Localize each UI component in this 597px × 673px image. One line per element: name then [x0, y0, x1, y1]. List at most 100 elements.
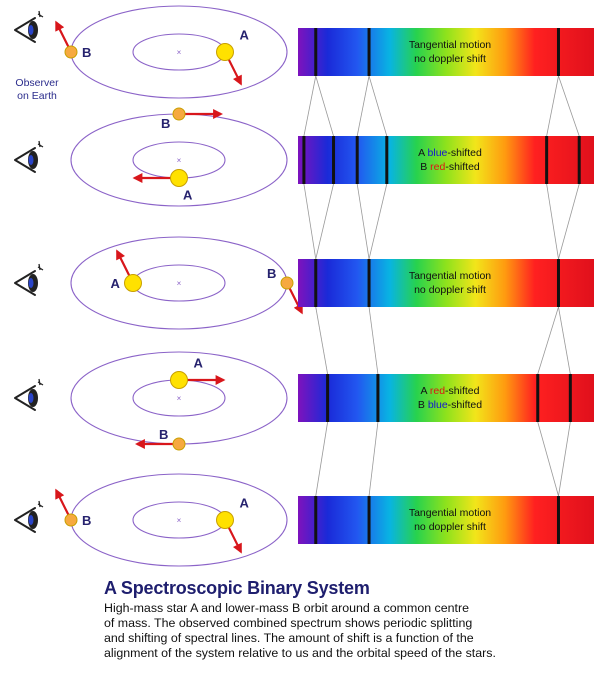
eye-outline [14, 270, 36, 296]
star-b-label: B [267, 266, 276, 281]
star-a [124, 274, 142, 292]
spectrum-label-line: Tangential motion [409, 507, 491, 519]
spectrum-label-segment: no doppler shift [414, 521, 486, 533]
spectrum-label-segment: red [430, 161, 445, 173]
star-a [170, 169, 188, 187]
caption-title: A Spectroscopic Binary System [104, 578, 370, 598]
connector-line [558, 421, 571, 497]
eye-outline [14, 17, 36, 43]
star-b-label: B [161, 116, 170, 131]
caption-line: alignment of the system relative to us a… [104, 646, 496, 660]
centre-of-mass-mark: × [177, 48, 182, 57]
caption-body: High-mass star A and lower-mass B orbit … [104, 601, 584, 661]
centre-of-mass-mark: × [177, 279, 182, 288]
connector-line [315, 183, 334, 260]
connector-line [368, 306, 379, 375]
spectral-line-connectors [303, 75, 580, 497]
spectrum-label-segment: -shifted [448, 399, 483, 411]
spectrum-label-line: no doppler shift [414, 521, 486, 533]
spectrum-label-segment: Tangential motion [409, 39, 491, 51]
eye-lashes [37, 140, 44, 148]
connector-line [303, 183, 317, 260]
star-a-label: A [240, 28, 250, 43]
star-b [172, 107, 186, 121]
eye-pupil [28, 155, 34, 165]
spectrum-label-line: no doppler shift [414, 284, 486, 296]
spectrum-label-segment: -shifted [445, 161, 480, 173]
eye-outline [14, 385, 36, 411]
observer-label-line: on Earth [17, 90, 57, 102]
spectrum-label-segment: A [418, 147, 427, 159]
connector-line [558, 183, 580, 260]
spectrum-strip [298, 374, 594, 422]
observer-label: Observer on Earth [15, 77, 59, 102]
spectrum-label-line: B red-shifted [420, 161, 480, 173]
eye-pupil [28, 278, 34, 288]
connector-line [537, 421, 559, 497]
spectrum-label-segment: blue [428, 399, 448, 411]
connector-line [368, 183, 388, 260]
spectrum-label-line: A red-shifted [421, 385, 480, 397]
eye-pupil [28, 515, 34, 525]
connector-line [546, 75, 559, 137]
eye-lashes [37, 500, 44, 508]
star-a [216, 43, 234, 61]
centre-of-mass-mark: × [177, 394, 182, 403]
spectrum-label-line: B blue-shifted [418, 399, 482, 411]
connector-line [315, 421, 328, 497]
spectrum-label-segment: B [418, 399, 428, 411]
eye-lashes [37, 378, 44, 386]
spectrum-strip [298, 28, 594, 76]
panel: × B A Tangential motion no doppler shift [14, 236, 594, 330]
connector-line [356, 183, 370, 260]
star-b [64, 513, 78, 527]
velocity-arrow [116, 249, 132, 278]
caption: A Spectroscopic Binary System High-mass … [104, 578, 584, 661]
star-a-label: A [111, 276, 121, 291]
velocity-arrow [287, 286, 303, 315]
caption-line: High-mass star A and lower-mass B orbit … [104, 601, 469, 615]
eye-pupil [28, 393, 34, 403]
connector-line [356, 75, 370, 137]
spectrum-label-segment: blue [428, 147, 448, 159]
spectrum-label-segment: A [421, 385, 430, 397]
centre-of-mass-mark: × [177, 516, 182, 525]
spectrum-label-segment: no doppler shift [414, 284, 486, 296]
velocity-arrow [55, 20, 71, 49]
spectrum-label-segment: -shifted [447, 147, 482, 159]
eye-lashes [37, 10, 44, 18]
observer-label-line: Observer [15, 77, 59, 89]
spectrum-strip [298, 496, 594, 544]
spectrum-label-segment: Tangential motion [409, 270, 491, 282]
star-b-label: B [82, 513, 91, 528]
connector-line [303, 75, 317, 137]
star-b [64, 45, 78, 59]
eye-outline [14, 147, 36, 173]
panel: × B A Tangential motion no doppler shift [14, 473, 594, 567]
spectrum-label-line: A blue-shifted [418, 147, 482, 159]
connector-line [315, 306, 328, 375]
spectrum-label-segment: Tangential motion [409, 507, 491, 519]
connector-line [537, 306, 559, 375]
spectrum-label-segment: -shifted [445, 385, 480, 397]
velocity-arrow [226, 57, 242, 86]
star-a-label: A [183, 188, 193, 203]
star-a-label: A [194, 356, 204, 371]
star-b-label: B [82, 45, 91, 60]
spectrum-label-line: Tangential motion [409, 39, 491, 51]
connector-line [558, 75, 580, 137]
connector-line [315, 75, 334, 137]
eye-outline [14, 507, 36, 533]
star-b [172, 437, 186, 451]
spectrum-label-segment: no doppler shift [414, 53, 486, 65]
connector-line [368, 421, 379, 497]
star-a [170, 371, 188, 389]
eye-pupil [28, 25, 34, 35]
star-a-label: A [240, 496, 250, 511]
connector-line [546, 183, 559, 260]
spectrum-label-segment: red [430, 385, 445, 397]
